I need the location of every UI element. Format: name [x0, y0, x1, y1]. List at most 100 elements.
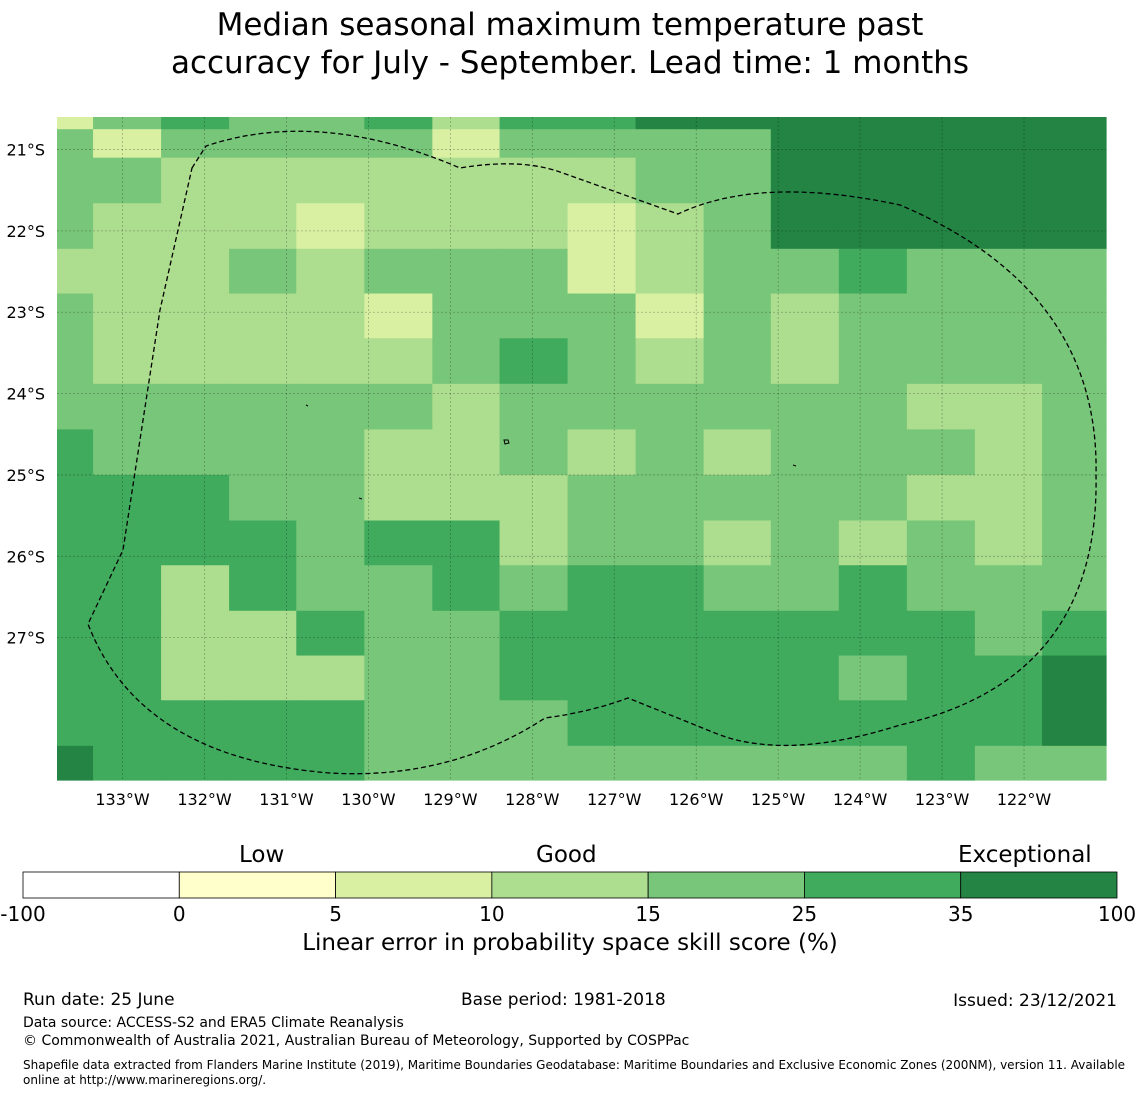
heatmap-cell: [906, 610, 976, 657]
heatmap-cell: [296, 565, 365, 612]
heatmap-cell: [567, 117, 637, 130]
heatmap-cell: [906, 520, 976, 566]
lon-tick-label: 132°W: [177, 790, 232, 809]
heatmap-cell: [296, 429, 365, 476]
heatmap-cell: [974, 157, 1043, 204]
heatmap-cell: [93, 565, 162, 612]
shapefile-credit: Shapefile data extracted from Flanders M…: [23, 1058, 1126, 1087]
lon-tick-label: 127°W: [587, 790, 642, 809]
heatmap-cell: [161, 203, 230, 250]
heatmap-cell: [432, 248, 501, 295]
longitude-tick-labels: 133°W 132°W 131°W 130°W 129°W 128°W 127°W 126°W…: [95, 790, 1051, 809]
colorbar-bin: [647, 871, 805, 899]
heatmap-cell: [635, 520, 705, 566]
lon-tick-label: 125°W: [751, 790, 806, 809]
heatmap-cell: [499, 203, 569, 250]
heatmap-cell: [703, 383, 772, 430]
heatmap-cell: [296, 157, 365, 204]
map-title-line2: accuracy for July - September. Lead time…: [170, 45, 970, 81]
heatmap-cell: [906, 157, 976, 204]
heatmap-cell: [974, 745, 1043, 781]
heatmap-cell: [499, 429, 569, 476]
heatmap-cell: [770, 383, 840, 430]
heatmap-cell: [499, 129, 569, 159]
heatmap-cell: [770, 157, 840, 204]
heatmap-cell: [57, 565, 94, 612]
heatmap-cell: [567, 700, 637, 747]
lat-tick-label: 22°S: [6, 222, 45, 241]
colorbar-tick-label: 35: [948, 902, 973, 926]
heatmap-cell: [364, 129, 433, 159]
heatmap-cell: [296, 474, 365, 522]
heatmap-cell: [93, 338, 162, 385]
heatmap-cell: [296, 745, 365, 781]
heatmap-cell: [432, 293, 501, 339]
island-outline: [358, 497, 363, 500]
heatmap-cell: [432, 610, 501, 657]
heatmap-cell: [499, 610, 569, 657]
heatmap-cell: [635, 610, 705, 657]
lon-tick-label: 124°W: [833, 790, 888, 809]
heatmap-cell: [703, 157, 772, 204]
heatmap-cell: [229, 655, 297, 701]
heatmap-cell: [364, 429, 433, 476]
heatmap-cell: [703, 293, 772, 339]
heatmap-cell: [838, 429, 908, 476]
heatmap-cell: [770, 117, 840, 130]
heatmap-cell: [1042, 383, 1107, 430]
heatmap-cell: [635, 655, 705, 701]
heatmap-cell: [567, 338, 637, 385]
heatmap-cell: [364, 338, 433, 385]
colorbar-title: Linear error in probability space skill …: [302, 930, 838, 956]
heatmap-cell: [229, 203, 297, 250]
heatmap-cell: [1042, 474, 1107, 522]
heatmap-cell: [229, 383, 297, 430]
heatmap-cell: [567, 203, 637, 250]
heatmap-cell: [93, 429, 162, 476]
heatmap-cell: [296, 248, 365, 295]
heatmap-cell: [838, 117, 908, 130]
heatmap-cell: [703, 129, 772, 159]
heatmap-cell: [499, 338, 569, 385]
colorbar-bin: [178, 871, 336, 899]
heatmap-cell: [906, 248, 976, 295]
heatmap-cell: [906, 700, 976, 747]
heatmap-cell: [838, 655, 908, 701]
heatmap-cell: [703, 474, 772, 522]
heatmap-cell: [93, 700, 162, 747]
heatmap-cell: [499, 293, 569, 339]
heatmap-cell: [229, 700, 297, 747]
heatmap-cell: [57, 383, 94, 430]
heatmap-cell: [57, 655, 94, 701]
heatmap-cell: [57, 610, 94, 657]
heatmap-cell: [499, 157, 569, 204]
heatmap-cell: [57, 248, 94, 295]
heatmap-cell: [93, 474, 162, 522]
heatmap-cell: [635, 745, 705, 781]
heatmap-cell: [161, 565, 230, 612]
heatmap-cell: [432, 338, 501, 385]
heatmap-cell: [906, 293, 976, 339]
heatmap-cell: [432, 429, 501, 476]
heatmap-cell: [838, 157, 908, 204]
heatmap-cell: [57, 129, 94, 159]
heatmap-cell: [161, 338, 230, 385]
colorbar-tick-label: -100: [0, 902, 45, 926]
heatmap-cell: [432, 157, 501, 204]
heatmap-cell: [567, 610, 637, 657]
lon-tick-label: 133°W: [95, 790, 150, 809]
heatmap-cell: [567, 129, 637, 159]
heatmap-cell: [703, 610, 772, 657]
heatmap-cell: [499, 655, 569, 701]
island-outline: [792, 464, 797, 467]
heatmap-cell: [974, 338, 1043, 385]
heatmap-cell: [838, 338, 908, 385]
heatmap-cell: [499, 565, 569, 612]
heatmap-cell: [57, 474, 94, 522]
heatmap-cell: [296, 129, 365, 159]
heatmap-cell: [838, 745, 908, 781]
lon-tick-label: 126°W: [669, 790, 724, 809]
heatmap-cell: [906, 203, 976, 250]
heatmap-cell: [635, 248, 705, 295]
heatmap-cell: [1042, 157, 1107, 204]
